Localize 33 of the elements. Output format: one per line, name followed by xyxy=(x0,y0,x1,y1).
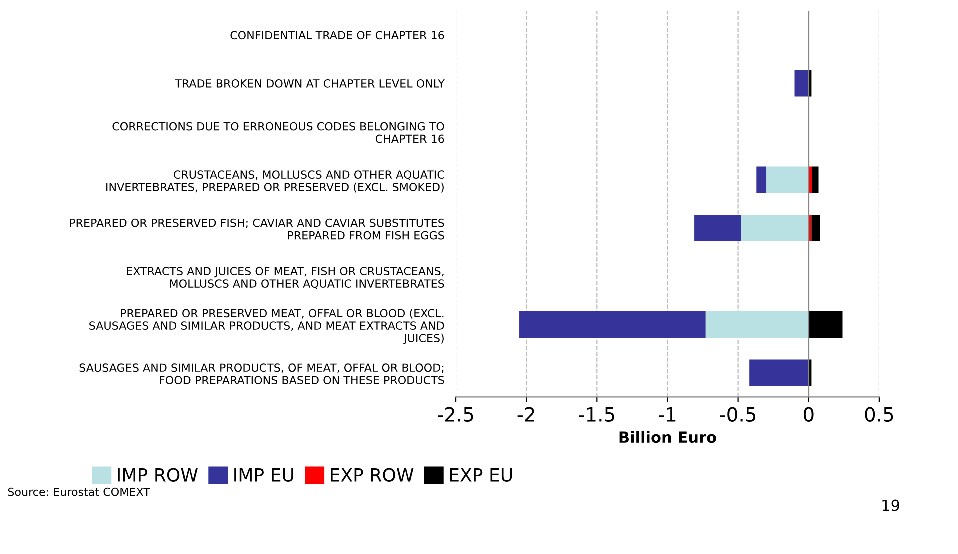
legend-label: IMP EU xyxy=(234,468,294,482)
x-axis-title: Billion Euro xyxy=(620,431,716,444)
x-tick-label: 0.5 xyxy=(865,407,894,422)
x-tick-label: -1 xyxy=(658,408,676,422)
x-tick-label: -1.5 xyxy=(579,408,614,422)
bar xyxy=(750,360,809,386)
y-tick-label: CRUSTACEANS, MOLLUSCS AND OTHER AQUATIC INVERTEBRATES, PREPARED OR PRESERVED (EXCL. SMOKED) xyxy=(106,170,444,193)
y-tick-label: SAUSAGES AND SIMILAR PRODUCTS, OF MEAT, OFFAL OR BLOOD; FOOD PREPARATIONS BASED ON THESE PRODUCTS xyxy=(80,364,444,385)
bar xyxy=(766,166,809,194)
bar xyxy=(741,215,809,242)
bar xyxy=(812,166,819,194)
y-tick-label: TRADE BROKEN DOWN AT CHAPTER LEVEL ONLY xyxy=(175,79,445,88)
bar xyxy=(812,215,820,242)
x-tick-label: -2.5 xyxy=(438,407,474,422)
x-tick-label: 0 xyxy=(804,407,814,422)
x-tick-label: -2 xyxy=(518,407,534,422)
y-tick-label: CORRECTIONS DUE TO ERRONEOUS CODES BELONGING TO CHAPTER 16 xyxy=(112,122,444,144)
bar xyxy=(694,215,742,242)
y-tick-label: CONFIDENTIAL TRADE OF CHAPTER 16 xyxy=(230,31,444,40)
y-tick-label: PREPARED OR PRESERVED MEAT, OFFAL OR BLOOD (EXCL. SAUSAGES AND SIMILAR PRODUCTS, AND MEAT EXTRACTS AND JUICES) xyxy=(90,309,444,345)
bar xyxy=(706,312,809,338)
text: 19 xyxy=(882,500,900,512)
bar xyxy=(794,70,809,97)
bar xyxy=(520,312,706,338)
bar xyxy=(756,166,767,194)
legend-label: EXP EU xyxy=(450,468,512,482)
bar xyxy=(808,312,843,338)
source-note: Source: Eurostat COMEXT xyxy=(8,488,150,496)
y-tick-label: PREPARED OR PRESERVED FISH; CAVIAR AND CAVIAR SUBSTITUTES PREPARED FROM FISH EGGS xyxy=(70,218,444,240)
y-tick-label: EXTRACTS AND JUICES OF MEAT, FISH OR CRUSTACEANS, MOLLUSCS AND OTHER AQUATIC INVERTEBRATES xyxy=(127,267,444,290)
legend-label: IMP ROW xyxy=(118,468,198,482)
legend-label: EXP ROW xyxy=(331,468,414,482)
x-tick-label: -0.5 xyxy=(720,407,756,422)
